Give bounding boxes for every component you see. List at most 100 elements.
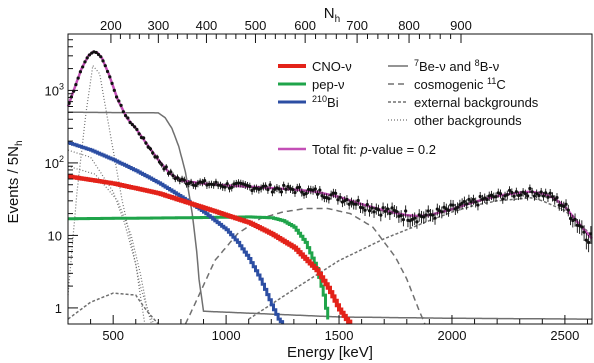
data-point: [87, 53, 92, 57]
data-marker: [381, 206, 385, 210]
data-marker: [121, 110, 125, 114]
data-marker: [415, 220, 419, 224]
data-marker: [376, 208, 381, 212]
top-tick-label: 200: [100, 18, 122, 33]
data-point: [492, 192, 496, 202]
data-marker: [379, 213, 383, 217]
data-marker: [96, 52, 101, 57]
data-marker: [182, 178, 186, 182]
data-marker: [519, 193, 523, 197]
data-point: [435, 203, 439, 216]
data-point: [424, 209, 428, 222]
data-marker: [148, 147, 153, 151]
data-marker: [160, 163, 164, 167]
data-marker: [164, 165, 168, 169]
data-point: [422, 211, 426, 224]
data-point: [505, 190, 509, 200]
data-marker: [146, 145, 150, 149]
data-marker: [252, 186, 256, 190]
data-marker: [315, 192, 320, 196]
x-tick-label: 500: [102, 328, 124, 343]
data-marker: [449, 203, 453, 207]
data-marker: [535, 191, 539, 196]
series-ext-low: [67, 292, 159, 325]
data-point: [230, 183, 234, 192]
data-point: [553, 195, 557, 205]
data-point: [248, 182, 252, 191]
data-marker: [196, 181, 200, 185]
data-point: [401, 214, 406, 227]
data-marker: [514, 190, 518, 194]
data-marker: [99, 55, 103, 59]
data-marker: [83, 60, 87, 64]
top-tick-label: 500: [245, 18, 267, 33]
data-marker: [498, 192, 503, 196]
series-other2: [67, 149, 146, 325]
data-point: [135, 127, 139, 132]
data-marker: [273, 187, 277, 191]
y-tick-label: 102: [45, 154, 64, 171]
data-marker: [456, 205, 460, 209]
data-marker: [225, 182, 229, 186]
data-point: [214, 178, 218, 187]
data-marker: [264, 184, 268, 188]
data-point: [142, 136, 146, 140]
data-point: [467, 194, 471, 206]
data-marker: [582, 230, 586, 234]
data-marker: [279, 190, 284, 194]
data-marker: [284, 187, 288, 191]
data-marker: [363, 208, 367, 212]
data-marker: [318, 188, 322, 192]
data-point: [114, 95, 119, 99]
data-point: [311, 186, 315, 195]
data-point: [315, 190, 320, 199]
data-marker: [155, 155, 159, 159]
data-marker: [399, 214, 403, 218]
data-point: [528, 184, 532, 194]
series-pep: [68, 215, 330, 320]
y-tick-label: 10: [48, 228, 62, 243]
series-c11: [184, 207, 426, 325]
data-point: [329, 190, 333, 200]
data-marker: [123, 113, 128, 118]
data-point: [105, 69, 110, 74]
data-point: [469, 197, 473, 208]
data-point: [550, 192, 555, 202]
data-marker: [580, 225, 584, 229]
data-point: [566, 204, 570, 217]
x-tick-label: 1000: [212, 328, 241, 343]
data-marker: [467, 197, 471, 202]
data-marker: [446, 208, 451, 213]
data-marker: [135, 127, 139, 132]
data-point: [69, 95, 73, 99]
data-point: [587, 235, 591, 253]
data-marker: [313, 187, 317, 191]
data-point: [498, 189, 503, 199]
data-point: [426, 205, 430, 218]
data-point: [108, 75, 112, 79]
data-point: [126, 116, 130, 120]
data-point: [200, 178, 204, 187]
data-point: [573, 213, 577, 227]
data-marker: [424, 213, 428, 217]
data-point: [376, 204, 381, 216]
data-point: [345, 195, 349, 205]
data-marker: [291, 188, 295, 192]
data-marker: [94, 50, 98, 55]
data-point: [259, 184, 263, 193]
data-marker: [370, 206, 374, 210]
data-marker: [532, 194, 537, 198]
x-tick-label: 2000: [438, 328, 467, 343]
data-marker: [494, 195, 498, 199]
data-marker: [553, 198, 557, 202]
data-point: [144, 141, 148, 145]
data-marker: [133, 125, 137, 129]
data-marker: [451, 203, 455, 207]
data-marker: [444, 207, 448, 211]
data-marker: [223, 185, 227, 189]
legend: CNO-ν pep-ν 210Bi 7Be-ν and 8B-ν cosmogenic …: [278, 58, 539, 157]
data-point: [196, 179, 200, 188]
data-marker: [169, 170, 173, 174]
data-marker: [372, 210, 376, 214]
data-marker: [117, 99, 121, 103]
